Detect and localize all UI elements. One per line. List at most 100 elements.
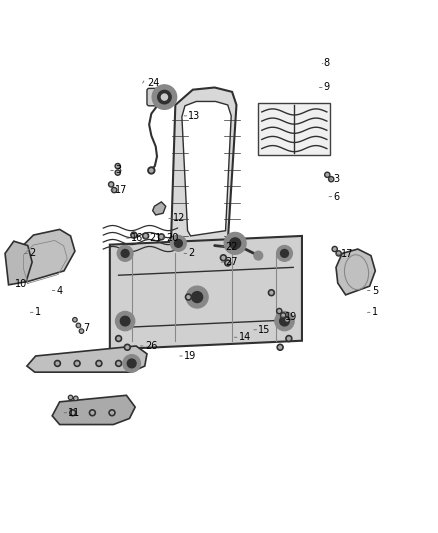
Text: 26: 26 (145, 341, 157, 351)
Circle shape (144, 235, 147, 237)
Circle shape (152, 85, 177, 109)
Text: 22: 22 (226, 242, 238, 252)
Circle shape (281, 249, 288, 257)
Circle shape (73, 318, 77, 322)
Circle shape (328, 176, 334, 182)
FancyBboxPatch shape (147, 88, 164, 106)
Text: 1: 1 (372, 308, 378, 317)
Circle shape (160, 236, 163, 238)
Circle shape (280, 316, 289, 326)
Circle shape (285, 317, 290, 322)
Polygon shape (152, 202, 166, 215)
Circle shape (109, 410, 115, 416)
Circle shape (76, 362, 78, 365)
Circle shape (56, 362, 59, 365)
Circle shape (185, 294, 191, 300)
Text: 24: 24 (147, 78, 159, 88)
Text: 4: 4 (57, 286, 63, 295)
Circle shape (254, 251, 263, 260)
Circle shape (116, 335, 122, 342)
Polygon shape (52, 395, 135, 425)
Text: 17: 17 (115, 185, 127, 195)
Text: 17: 17 (341, 249, 353, 259)
Circle shape (268, 289, 275, 296)
Text: 15: 15 (258, 325, 271, 335)
Circle shape (76, 323, 81, 328)
Circle shape (222, 256, 225, 259)
Circle shape (287, 337, 290, 340)
Circle shape (117, 337, 120, 340)
Circle shape (161, 94, 167, 100)
Circle shape (113, 189, 115, 191)
Circle shape (275, 311, 294, 330)
Text: 7: 7 (83, 322, 89, 333)
Polygon shape (171, 87, 237, 249)
Circle shape (286, 319, 288, 321)
Polygon shape (110, 236, 302, 350)
Circle shape (150, 169, 153, 172)
Circle shape (121, 249, 129, 257)
Circle shape (120, 316, 130, 326)
Circle shape (330, 178, 332, 180)
Circle shape (158, 91, 171, 104)
Bar (258, 103, 330, 155)
Circle shape (277, 246, 292, 261)
Circle shape (332, 246, 337, 252)
Circle shape (132, 233, 135, 237)
Circle shape (75, 398, 77, 399)
Circle shape (117, 165, 119, 167)
Circle shape (116, 360, 122, 367)
Text: 21: 21 (150, 233, 162, 243)
Text: 19: 19 (184, 351, 196, 361)
Circle shape (277, 344, 283, 350)
Circle shape (89, 410, 95, 416)
Circle shape (74, 319, 76, 321)
Circle shape (117, 362, 120, 365)
Circle shape (127, 359, 136, 368)
Circle shape (158, 234, 164, 240)
Circle shape (225, 260, 231, 266)
Text: 2: 2 (29, 248, 35, 259)
Circle shape (78, 325, 79, 326)
Circle shape (131, 232, 137, 238)
Circle shape (54, 360, 60, 367)
Circle shape (110, 183, 112, 185)
Circle shape (336, 251, 341, 256)
Circle shape (96, 360, 102, 367)
Circle shape (116, 311, 135, 330)
Circle shape (117, 246, 133, 261)
Polygon shape (21, 229, 75, 282)
Circle shape (109, 182, 114, 187)
Circle shape (70, 397, 71, 399)
Circle shape (117, 172, 119, 174)
Text: 3: 3 (115, 165, 121, 175)
Circle shape (325, 172, 330, 177)
Circle shape (74, 360, 80, 367)
Circle shape (279, 346, 282, 349)
Circle shape (148, 167, 155, 174)
Circle shape (333, 248, 336, 250)
Circle shape (270, 292, 273, 294)
Circle shape (282, 314, 284, 317)
Text: 11: 11 (68, 408, 81, 418)
Text: 8: 8 (324, 59, 330, 68)
Circle shape (337, 252, 340, 255)
Circle shape (98, 362, 100, 365)
Circle shape (230, 238, 240, 249)
Circle shape (281, 313, 286, 318)
Circle shape (187, 296, 190, 298)
Circle shape (220, 255, 226, 261)
Polygon shape (336, 249, 375, 295)
Text: 13: 13 (188, 111, 201, 121)
Text: 27: 27 (226, 257, 238, 267)
Circle shape (174, 239, 182, 247)
Circle shape (123, 354, 141, 372)
Circle shape (112, 188, 117, 193)
Circle shape (111, 411, 113, 414)
Circle shape (143, 233, 149, 239)
Circle shape (186, 286, 208, 308)
Text: 20: 20 (166, 233, 179, 243)
Circle shape (224, 232, 246, 254)
Circle shape (278, 310, 280, 312)
Circle shape (115, 170, 120, 175)
